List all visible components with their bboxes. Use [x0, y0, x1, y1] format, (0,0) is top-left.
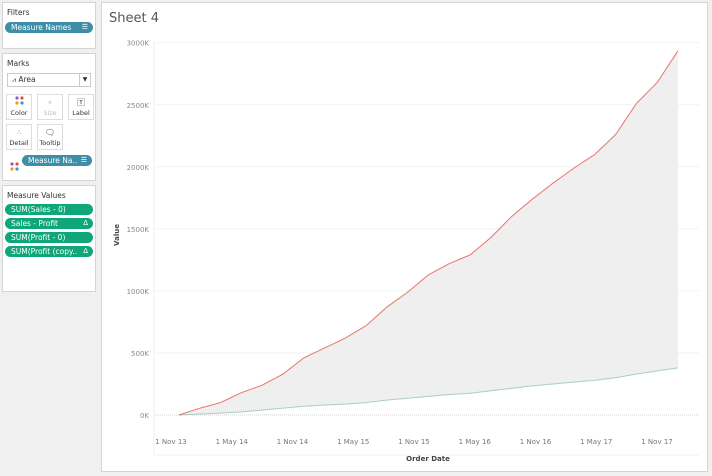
area-band [179, 50, 678, 416]
color-pill-label: Measure Na.. [28, 156, 78, 165]
tooltip-button[interactable]: 🗨 Tooltip [37, 124, 63, 150]
y-tick-label: 2500K [127, 102, 150, 110]
label-label: Label [72, 109, 90, 117]
filter-pill-label: Measure Names [11, 23, 72, 32]
y-tick-label: 2000K [127, 164, 150, 172]
label-button[interactable]: 🅃 Label [68, 94, 94, 120]
area-chart-icon: ⩘ [12, 76, 16, 84]
detail-label: Detail [9, 139, 29, 147]
profit-line [178, 367, 679, 416]
size-button[interactable]: ⚬ Size [37, 94, 63, 120]
measure-pill-label: Sales - Profit [11, 219, 58, 228]
tooltip-label: Tooltip [39, 139, 61, 147]
chevron-down-icon: ▼ [79, 74, 90, 86]
x-tick-label: 1 May 16 [459, 438, 492, 446]
detail-icon: ∴ [17, 129, 21, 136]
measure-pill-profit-copy[interactable]: SUM(Profit (copy.. Δ [5, 246, 93, 257]
x-axis-title: Order Date [406, 455, 450, 463]
x-tick-label: 1 Nov 16 [520, 438, 552, 446]
size-icon: ⚬ [46, 98, 54, 107]
size-label: Size [43, 109, 57, 117]
detail-button[interactable]: ∴ Detail [6, 124, 32, 150]
color-icon [7, 96, 31, 109]
x-tick-label: 1 May 15 [337, 438, 369, 446]
delta-icon: Δ [83, 247, 88, 255]
color-pill-measure-names[interactable]: Measure Na.. ☰ [22, 155, 92, 166]
marks-panel: Marks ⩘ Area ▼ Color ⚬ Size 🅃 Label ∴ De… [2, 53, 96, 181]
x-tick-label: 1 May 17 [580, 438, 612, 446]
y-tick-label: 500K [131, 350, 149, 358]
tooltip-icon: 🗨 [44, 128, 56, 137]
sort-icon: ☰ [80, 156, 87, 164]
measure-values-title: Measure Values [7, 191, 66, 200]
x-tick-label: 1 Nov 13 [155, 438, 186, 446]
x-tick-label: 1 Nov 14 [277, 438, 309, 446]
sort-icon: ☰ [81, 23, 88, 31]
sheet-view: Sheet 4 0K 500K 1000K 1500K 2000K 2500K 3000K 1… [101, 2, 708, 472]
y-tick-label: 1000K [127, 288, 150, 296]
label-icon: 🅃 [77, 98, 85, 107]
x-tick-label: 1 May 14 [216, 438, 249, 446]
color-label: Color [10, 109, 28, 117]
y-axis-title: Value [113, 224, 121, 246]
filters-panel: Filters Measure Names ☰ [2, 2, 96, 49]
mark-type-label: Area [18, 75, 36, 84]
x-tick-label: 1 Nov 15 [398, 438, 429, 446]
measure-pill-label: SUM(Profit (copy.. [11, 247, 78, 256]
sheet-title: Sheet 4 [109, 11, 159, 26]
delta-icon: Δ [83, 219, 88, 227]
measure-pill-label: SUM(Sales - 0) [11, 205, 66, 214]
color-button[interactable]: Color [6, 94, 32, 120]
y-tick-label: 3000K [127, 40, 150, 48]
filter-pill-measure-names[interactable]: Measure Names ☰ [5, 22, 93, 33]
measure-values-panel: Measure Values SUM(Sales - 0) Sales - Pr… [2, 185, 96, 292]
sales-line [178, 50, 679, 416]
area-chart[interactable]: 0K 500K 1000K 1500K 2000K 2500K 3000K 1 Nov 13 1… [102, 3, 709, 473]
measure-pill-sales[interactable]: SUM(Sales - 0) [5, 204, 93, 215]
x-tick-label: 1 Nov 17 [641, 438, 672, 446]
measure-pill-profit[interactable]: SUM(Profit - 0) [5, 232, 93, 243]
filters-title: Filters [7, 8, 30, 17]
y-tick-label: 0K [140, 412, 149, 420]
measure-pill-sales-profit[interactable]: Sales - Profit Δ [5, 218, 93, 229]
y-tick-label: 1500K [127, 226, 150, 234]
mark-type-dropdown[interactable]: ⩘ Area ▼ [7, 73, 91, 87]
marks-title: Marks [7, 59, 30, 68]
measure-pill-label: SUM(Profit - 0) [11, 233, 66, 242]
color-legend-icon [10, 156, 19, 175]
